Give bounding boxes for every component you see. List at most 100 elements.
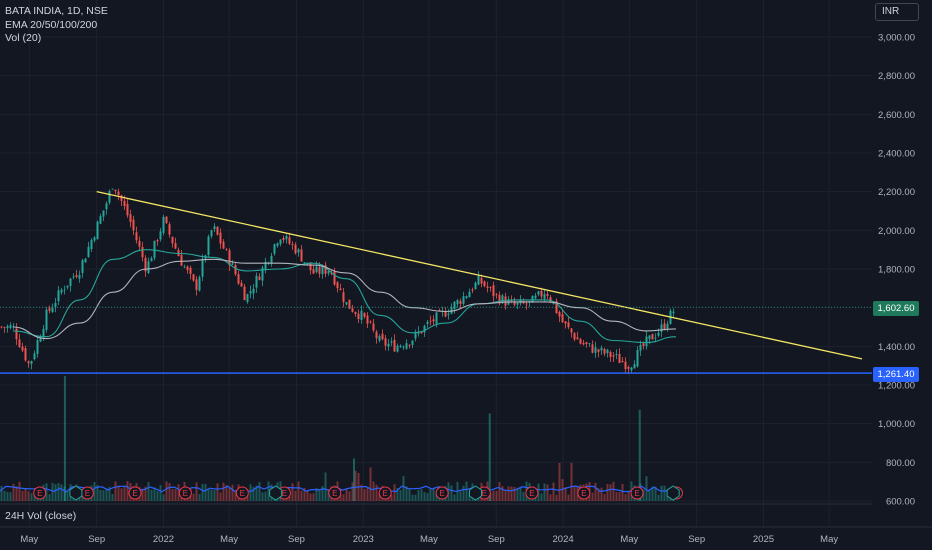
volume-bar (520, 487, 522, 501)
candle-body (163, 217, 165, 233)
volume-bar (313, 493, 315, 501)
candle-body (328, 271, 330, 273)
earnings-marker-glyph: E (529, 489, 534, 498)
candle-body (436, 312, 438, 323)
volume-bar (124, 487, 126, 501)
candle (352, 305, 354, 313)
volume-bar (250, 484, 252, 501)
candle (337, 281, 339, 292)
volume-bar (460, 491, 462, 501)
candle (622, 357, 624, 362)
candle-body (172, 237, 174, 243)
candle-body (292, 244, 294, 245)
candle (412, 340, 414, 348)
candle (10, 322, 12, 329)
volume-bar (13, 484, 15, 501)
currency-button[interactable]: INR (875, 3, 919, 21)
candle-body (484, 281, 486, 286)
volume-bar (16, 486, 18, 501)
volume-bar (622, 484, 624, 501)
candle (193, 274, 195, 282)
candle (190, 266, 192, 280)
volume-bar (421, 489, 423, 501)
candle (538, 291, 540, 296)
volume-bar (295, 491, 297, 501)
candle-body (16, 329, 18, 340)
volume-bar (559, 463, 561, 501)
candle (397, 344, 399, 353)
candle-body (364, 313, 366, 317)
candle (52, 304, 54, 313)
volume-bars (0, 376, 675, 501)
candle-body (631, 368, 633, 370)
candle (31, 361, 33, 370)
candle (91, 238, 93, 252)
candle-body (226, 249, 228, 250)
volume-bar (349, 491, 351, 501)
candle (4, 327, 6, 333)
candle-body (190, 268, 192, 274)
candle (130, 210, 132, 228)
candle (223, 239, 225, 249)
candle-body (283, 238, 285, 240)
candle-body (103, 210, 105, 216)
candle-body (649, 335, 651, 338)
volume-bar (208, 489, 210, 501)
candle-body (361, 311, 363, 320)
candle-body (646, 337, 648, 347)
volume-pane-label[interactable]: 24H Vol (close) (5, 510, 76, 522)
candle-body (568, 322, 570, 327)
candle (169, 222, 171, 238)
candle (487, 282, 489, 292)
candle-body (463, 296, 465, 304)
candle (253, 284, 255, 299)
candle-body (91, 240, 93, 249)
candle-body (673, 312, 675, 313)
candle-body (1, 327, 3, 328)
candle-body (55, 303, 57, 307)
candle-body (238, 274, 240, 283)
candle (619, 348, 621, 363)
volume-bar (394, 484, 396, 501)
volume-bar (616, 492, 618, 501)
legend-ema[interactable]: EMA 20/50/100/200 (5, 19, 108, 33)
candle-body (166, 217, 168, 223)
volume-bar (433, 488, 435, 501)
volume-bar (160, 485, 162, 501)
candle (361, 306, 363, 324)
candle (298, 248, 300, 257)
candle (673, 308, 675, 318)
candle-body (169, 224, 171, 234)
candle-body (370, 322, 372, 323)
volume-bar (52, 483, 54, 501)
volume-bar (343, 494, 345, 501)
candle (232, 260, 234, 265)
legend-volume[interactable]: Vol (20) (5, 32, 108, 46)
candle-body (652, 334, 654, 339)
candle-body (232, 263, 234, 264)
volume-bar (400, 490, 402, 501)
legend-symbol[interactable]: BATA INDIA, 1D, NSE (5, 5, 108, 19)
earnings-marker: E (436, 487, 448, 499)
candle (181, 250, 183, 266)
volume-bar (67, 491, 69, 501)
candle-body (136, 232, 138, 240)
volume-bar (613, 482, 615, 501)
candle (262, 266, 264, 286)
candle (499, 292, 501, 306)
candle (139, 236, 141, 251)
candle (196, 276, 198, 295)
candle-body (664, 323, 666, 329)
candle-body (247, 294, 249, 302)
candle-body (409, 345, 411, 346)
candle-body (394, 340, 396, 351)
candle (493, 282, 495, 302)
volume-bar (346, 489, 348, 501)
candle-body (10, 325, 12, 328)
volume-bar (148, 482, 150, 501)
earnings-marker-glyph: E (85, 489, 90, 498)
candle (97, 221, 99, 240)
earnings-marker: E (631, 487, 643, 499)
candle (226, 248, 228, 251)
